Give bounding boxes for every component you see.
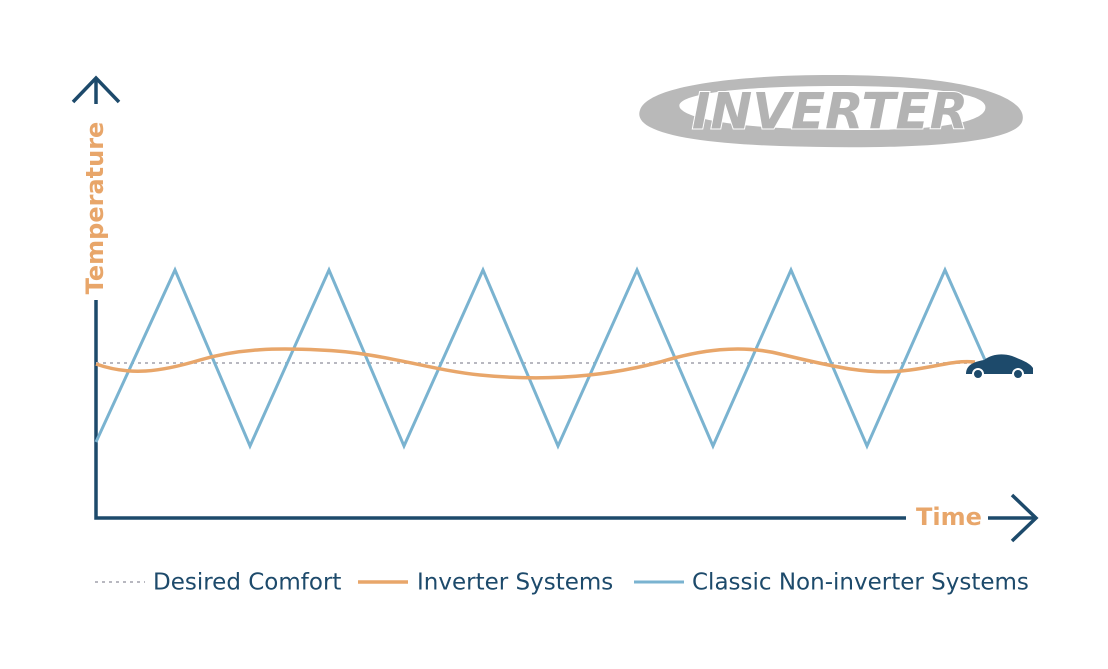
y-axis-label: Temperature <box>81 122 109 295</box>
logo-swoosh <box>639 75 1023 148</box>
logo: INVERTER <box>639 75 1023 148</box>
x-arrow <box>1010 493 1039 543</box>
legend: Desired Comfort Inverter Systems Classic… <box>95 570 1029 596</box>
car-icon <box>966 354 1033 380</box>
legend-label: Desired Comfort <box>153 570 341 596</box>
axes <box>71 75 1039 543</box>
inverter-curve <box>95 347 976 380</box>
axis-line <box>94 300 906 520</box>
legend-label: Inverter Systems <box>417 570 613 596</box>
legend-label: Classic Non-inverter Systems <box>692 570 1029 596</box>
x-axis-label: Time <box>916 503 982 531</box>
non-inverter-curve <box>94 266 987 450</box>
logo-text: INVERTER <box>692 83 968 141</box>
